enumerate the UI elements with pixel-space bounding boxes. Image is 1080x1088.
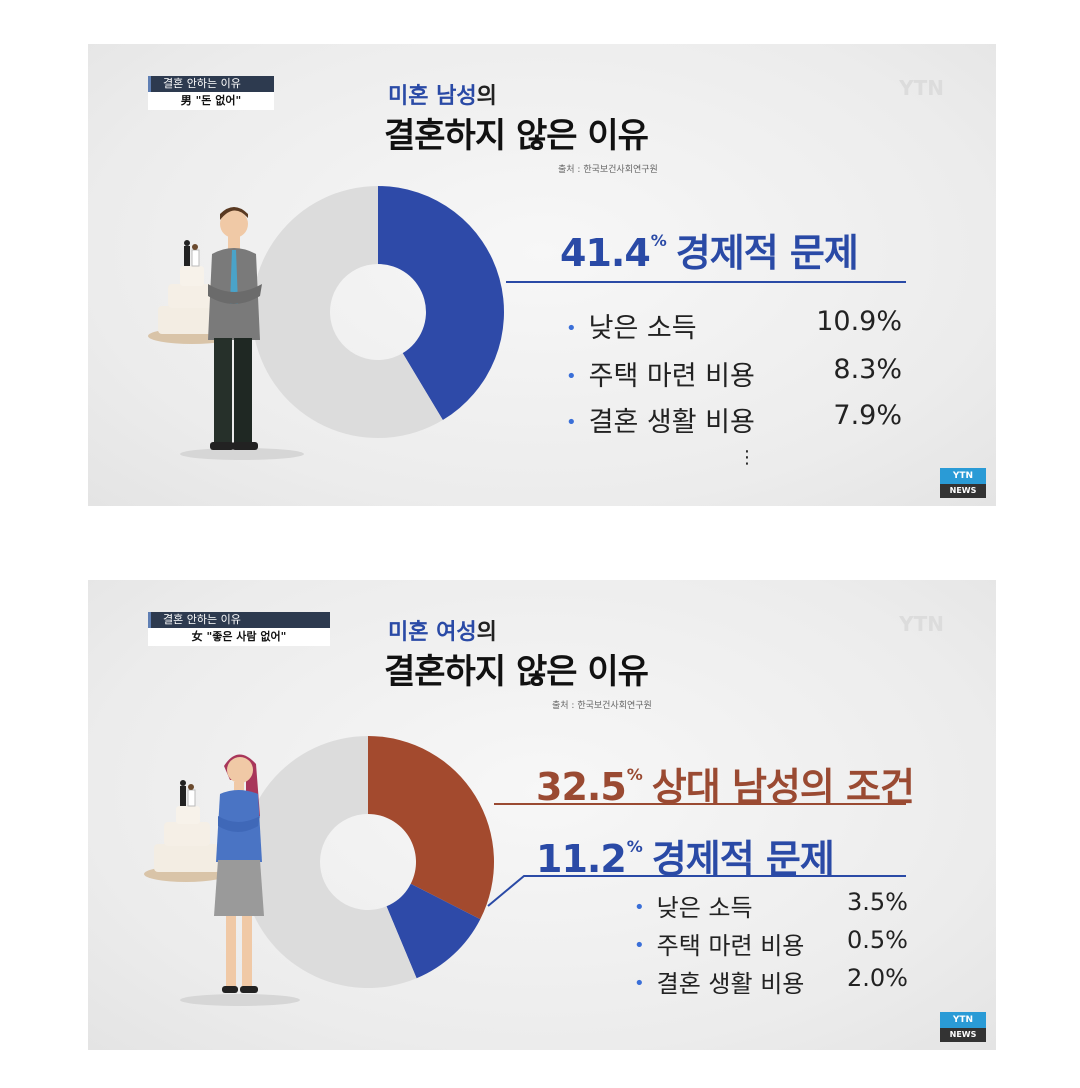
donut-slice — [386, 883, 481, 979]
ytn-news-badge: YTN NEWS — [940, 1012, 986, 1042]
source-note: 출처 : 한국보건사회연구원 — [558, 165, 658, 175]
wedding-cake-icon — [144, 780, 228, 882]
donut-slice — [368, 736, 494, 920]
subtitle-highlight: 미혼 여성 — [388, 620, 477, 645]
ytn-watermark: YTN — [899, 612, 944, 636]
tag-line-1: 결혼 안하는 이유 — [148, 76, 274, 92]
donut-slice — [252, 186, 443, 438]
list-item-label: 결혼 생활 비용 — [656, 970, 805, 998]
donut-chart-women — [242, 736, 494, 988]
ytn-news-badge: YTN NEWS — [940, 468, 986, 498]
chart-subtitle: 미혼 남성의 — [388, 78, 497, 110]
list-item: • 주택 마련 비용 — [634, 926, 804, 961]
chart-panel-men: 결혼 안하는 이유 男 "돈 없어" 미혼 남성의 결혼하지 않은 이유 출처 … — [88, 44, 996, 506]
headline-unit: % — [650, 231, 667, 250]
bullet-icon: • — [566, 412, 577, 433]
man-figure-icon — [180, 207, 304, 460]
chart-title: 결혼하지 않은 이유 — [384, 116, 649, 156]
list-item: • 낮은 소득 — [566, 306, 697, 345]
tag-line-2: 女 "좋은 사람 없어" — [148, 628, 330, 646]
headline-stat: 32.5% 상대 남성의 조건 — [536, 756, 915, 811]
chart-canvas-men — [148, 186, 906, 460]
bullet-icon: • — [566, 318, 577, 339]
badge-bottom: NEWS — [940, 1028, 986, 1042]
tag-box: 결혼 안하는 이유 女 "좋은 사람 없어" — [148, 612, 330, 646]
woman-figure-icon — [180, 754, 300, 1006]
ytn-watermark: YTN — [899, 76, 944, 100]
list-item-label: 주택 마련 비용 — [656, 932, 805, 960]
chart-subtitle: 미혼 여성의 — [388, 614, 497, 646]
list-item-value: 0.5% — [847, 926, 908, 954]
tag-line-1: 결혼 안하는 이유 — [148, 612, 330, 628]
chart-canvas-women — [144, 736, 906, 1006]
list-item: • 결혼 생활 비용 — [566, 400, 755, 439]
tag-line-2: 男 "돈 없어" — [148, 92, 274, 110]
badge-top: YTN — [940, 1012, 986, 1028]
leader-line-blue — [487, 875, 906, 907]
list-item-value: 7.9% — [833, 400, 902, 431]
donut-slice — [242, 736, 417, 988]
bullet-icon: • — [634, 935, 645, 956]
subtitle-highlight: 미혼 남성 — [388, 84, 477, 109]
donut-slice — [378, 186, 505, 421]
list-item-label: 낮은 소득 — [656, 894, 753, 922]
subtitle-suffix: 의 — [476, 620, 497, 645]
bullet-icon: • — [634, 973, 645, 994]
source-note: 출처 : 한국보건사회연구원 — [552, 701, 652, 711]
bullet-icon: • — [566, 366, 577, 387]
headline-stat: 11.2% 경제적 문제 — [536, 828, 835, 883]
chart-title: 결혼하지 않은 이유 — [384, 652, 649, 692]
headline-unit: % — [626, 765, 643, 784]
headline-label: 경제적 문제 — [675, 231, 859, 275]
list-item-label: 결혼 생활 비용 — [588, 407, 755, 438]
donut-chart-men — [252, 186, 505, 438]
bullet-icon: • — [634, 897, 645, 918]
ellipsis-icon: ⋮ — [738, 447, 756, 468]
list-item-value: 2.0% — [847, 964, 908, 992]
list-item: • 낮은 소득 — [634, 888, 753, 923]
headline-value: 32.5 — [536, 765, 627, 809]
headline-value: 41.4 — [560, 231, 651, 275]
list-item-value: 8.3% — [833, 354, 902, 385]
headline-label: 경제적 문제 — [651, 837, 835, 881]
list-item-label: 낮은 소득 — [588, 313, 697, 344]
list-item-label: 주택 마련 비용 — [588, 361, 755, 392]
tag-box: 결혼 안하는 이유 男 "돈 없어" — [148, 76, 274, 110]
headline-value: 11.2 — [536, 837, 627, 881]
chart-panel-women: 결혼 안하는 이유 女 "좋은 사람 없어" 미혼 여성의 결혼하지 않은 이유… — [88, 580, 996, 1050]
badge-bottom: NEWS — [940, 484, 986, 498]
list-item: • 주택 마련 비용 — [566, 354, 755, 393]
subtitle-suffix: 의 — [476, 84, 497, 109]
badge-top: YTN — [940, 468, 986, 484]
list-item-value: 3.5% — [847, 888, 908, 916]
list-item-value: 10.9% — [816, 306, 902, 337]
list-item: • 결혼 생활 비용 — [634, 964, 804, 999]
headline-stat: 41.4% 경제적 문제 — [560, 222, 859, 277]
headline-label: 상대 남성의 조건 — [651, 765, 915, 809]
headline-unit: % — [626, 837, 643, 856]
